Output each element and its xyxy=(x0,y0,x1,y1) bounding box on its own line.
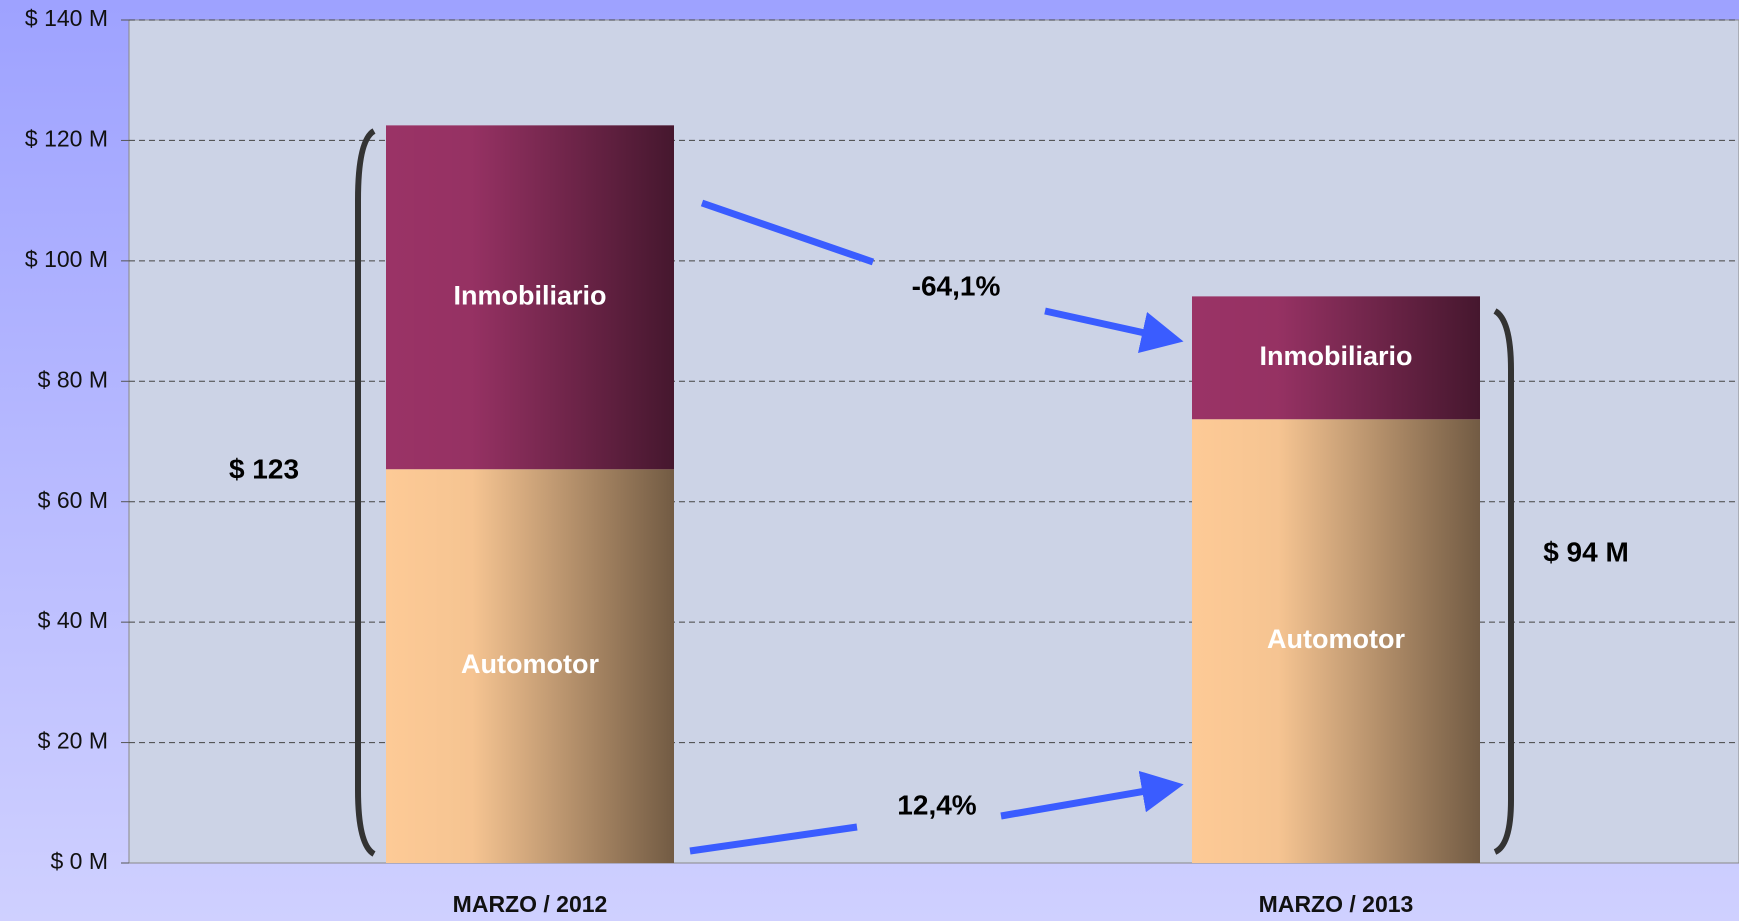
annotation: -64,1% xyxy=(912,270,1001,301)
arrow xyxy=(689,823,858,855)
y-tick-label: $ 80 M xyxy=(38,366,108,392)
bar-shade xyxy=(1192,296,1480,420)
annotation: $ 123 xyxy=(229,453,299,484)
plot-area xyxy=(128,19,1739,864)
segment-label: Automotor xyxy=(461,649,599,679)
bar-shade xyxy=(386,125,674,470)
bar-shade xyxy=(1192,419,1480,863)
arrow xyxy=(700,199,875,266)
y-tick-label: $ 20 M xyxy=(38,728,108,754)
bracket xyxy=(355,128,376,857)
annotation: 12,4% xyxy=(897,789,976,820)
y-tick-label: $ 120 M xyxy=(25,126,108,152)
y-tick-label: $ 60 M xyxy=(38,487,108,513)
segment-label: Inmobiliario xyxy=(453,280,606,310)
bracket xyxy=(1493,308,1514,855)
x-tick-label: MARZO / 2013 xyxy=(1259,891,1414,917)
y-tick-label: $ 40 M xyxy=(38,607,108,633)
segment-label: Inmobiliario xyxy=(1259,341,1412,371)
y-tick-label: $ 140 M xyxy=(25,5,108,31)
x-tick-label: MARZO / 2012 xyxy=(453,891,608,917)
segment-label: Automotor xyxy=(1267,624,1405,654)
arrow xyxy=(1000,770,1184,820)
bar-shade xyxy=(386,469,674,863)
y-tick-label: $ 100 M xyxy=(25,246,108,272)
arrow xyxy=(1044,307,1184,353)
annotation: $ 94 M xyxy=(1543,536,1629,567)
y-tick-label: $ 0 M xyxy=(50,848,108,874)
